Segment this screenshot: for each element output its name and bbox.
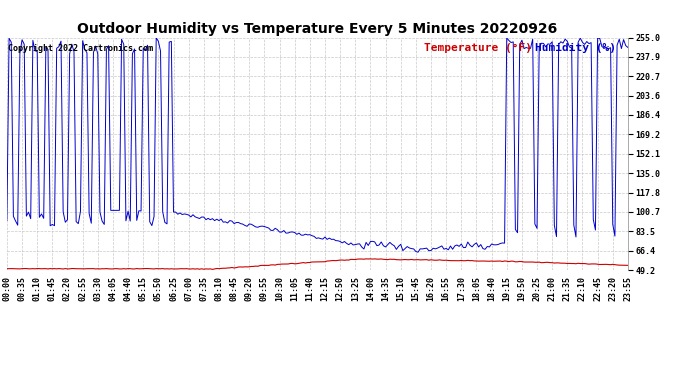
Title: Outdoor Humidity vs Temperature Every 5 Minutes 20220926: Outdoor Humidity vs Temperature Every 5 … (77, 22, 558, 36)
Legend: Temperature (°F), Humidity (%): Temperature (°F), Humidity (%) (420, 39, 620, 57)
Text: Copyright 2022 Cartronics.com: Copyright 2022 Cartronics.com (8, 45, 153, 54)
